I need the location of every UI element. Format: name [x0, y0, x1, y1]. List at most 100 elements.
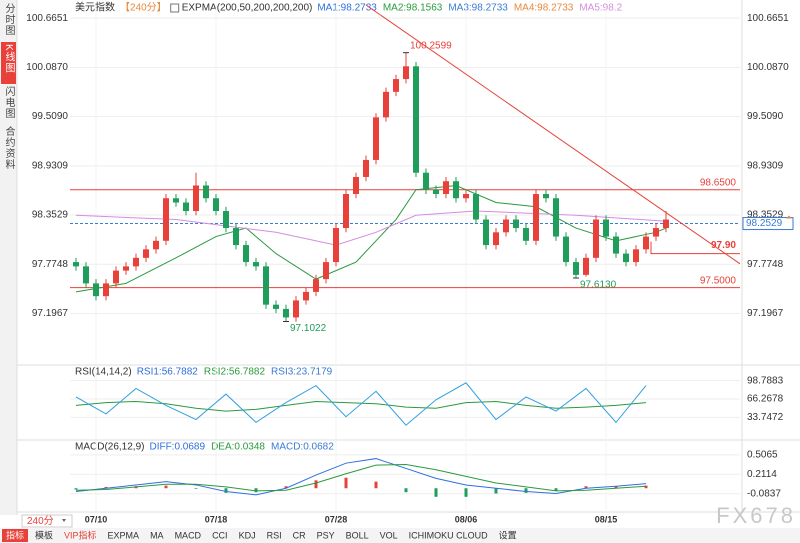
sidebar-tab[interactable]: 合约资料: [3, 125, 15, 170]
candle-body: [613, 236, 619, 254]
x-tick-label: 07/28: [325, 514, 348, 524]
candle-body: [123, 266, 129, 271]
candle-body: [573, 262, 579, 275]
candle-body: [603, 219, 609, 237]
period-button-label[interactable]: 240分: [27, 515, 54, 527]
toolbar-item[interactable]: EXPMA: [108, 530, 140, 540]
target-line: [650, 241, 740, 255]
toolbar-item[interactable]: ICHIMOKU CLOUD: [409, 530, 489, 540]
candle-body: [543, 193, 549, 199]
candle-body: [323, 262, 329, 280]
candle-body: [113, 270, 119, 284]
x-tick-label: 07/18: [205, 514, 228, 524]
y-tick-label: 0.2114: [747, 469, 777, 480]
candle-body: [163, 198, 169, 241]
candle-body: [233, 228, 239, 246]
candle-body: [393, 79, 399, 92]
y-tick-label: 100.0870: [747, 62, 789, 73]
toolbar-item[interactable]: KDJ: [239, 530, 256, 540]
y-tick-label: 98.7883: [747, 375, 784, 386]
toolbar-item[interactable]: BOLL: [346, 530, 369, 540]
macd-bar: [554, 488, 558, 491]
candle-body: [553, 198, 559, 237]
extreme-label: 97.6130: [580, 280, 617, 291]
support-label: 97.5000: [700, 275, 737, 286]
legend-item: DEA:0.0348: [211, 442, 265, 453]
sidebar-tab[interactable]: 分时图: [3, 3, 15, 36]
y-tick-label: 0.5065: [747, 449, 778, 460]
support-label: 98.6500: [700, 177, 737, 188]
macd-bar: [284, 486, 288, 489]
candle-body: [173, 198, 179, 203]
y-tick-label: 33.7472: [747, 412, 784, 423]
toolbar-item[interactable]: CR: [293, 530, 306, 540]
sidebar-tab[interactable]: K线图: [3, 44, 15, 74]
toolbar-item[interactable]: 模板: [35, 529, 53, 540]
legend-item: MA4:98.2733: [514, 3, 574, 14]
moving-average-line: [75, 210, 667, 246]
toolbar-item[interactable]: VOL: [380, 530, 398, 540]
y-tick-label: 97.1967: [32, 308, 69, 319]
macd-bar: [644, 485, 648, 489]
candle-body: [653, 228, 659, 237]
toolbar-item[interactable]: 指标: [6, 529, 24, 540]
macd-bar: [254, 488, 258, 493]
target-label: 97.90: [711, 240, 736, 251]
extreme-label: 97.1022: [290, 323, 327, 334]
toolbar-item[interactable]: RSI: [267, 530, 282, 540]
candle-body: [363, 159, 369, 177]
candle-body: [263, 266, 269, 305]
y-tick-label: 99.5090: [747, 111, 784, 122]
candle-body: [303, 291, 309, 301]
candle-body: [523, 228, 529, 241]
current-price-marker: [786, 215, 792, 219]
sidebar-tab-bg: [1, 42, 16, 84]
extreme-label: 100.2599: [410, 40, 452, 51]
legend-item: RSI3:23.7179: [271, 367, 333, 378]
sidebar-tab[interactable]: 闪电图: [3, 85, 15, 119]
legend-item: MACD:0.0682: [271, 442, 334, 453]
indicator-line: [75, 400, 647, 412]
candle-body: [83, 266, 89, 284]
macd-bar: [194, 488, 198, 489]
macd-bar: [224, 488, 228, 493]
period-button[interactable]: [21, 514, 73, 528]
toolbar-item[interactable]: 设置: [499, 530, 517, 540]
candle-body: [343, 193, 349, 229]
indicator-line: [75, 458, 647, 496]
y-tick-label: 98.3529: [747, 210, 784, 221]
y-tick-label: 66.2678: [747, 394, 784, 405]
indicator-line: [75, 382, 647, 426]
candle-body: [223, 211, 229, 229]
candle-body: [103, 283, 109, 297]
y-tick-label: 97.7748: [747, 259, 784, 270]
candle-body: [313, 279, 319, 292]
macd-bar: [164, 485, 168, 489]
x-tick-label: 08/15: [595, 514, 618, 524]
candle-body: [483, 219, 489, 246]
y-tick-label: 99.5090: [32, 111, 69, 122]
candle-body: [453, 181, 459, 199]
candle-body: [213, 198, 219, 212]
candle-body: [193, 185, 199, 212]
candle-body: [593, 219, 599, 258]
toolbar-item[interactable]: MA: [150, 530, 164, 540]
trend-line: [365, 4, 741, 265]
toolbar-item[interactable]: VIP指标: [64, 529, 97, 540]
candle-body: [293, 300, 299, 318]
macd-bar: [344, 477, 348, 489]
candle-body: [143, 249, 149, 258]
candle-body: [283, 308, 289, 318]
candle-body: [433, 189, 439, 194]
toolbar-item[interactable]: MACD: [175, 530, 202, 540]
candle-body: [403, 66, 409, 80]
toolbar-item[interactable]: CCI: [212, 530, 228, 540]
watermark: FX678: [716, 503, 796, 528]
candle-body: [73, 262, 79, 267]
toolbar-item[interactable]: PSY: [317, 530, 335, 540]
candle-body: [373, 117, 379, 160]
toolbar-tab-bg: [2, 529, 29, 542]
macd-bar: [74, 488, 78, 490]
